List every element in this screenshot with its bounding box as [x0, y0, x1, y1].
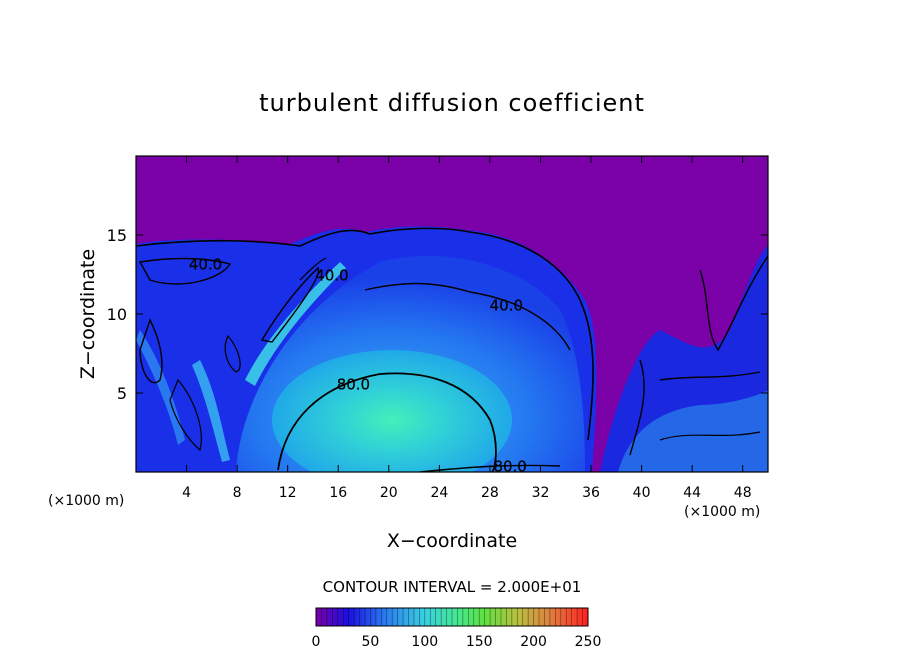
left-streak	[192, 360, 230, 462]
contour-lines	[136, 227, 768, 472]
x-tick-label: 48	[734, 485, 752, 501]
contour-40	[699, 255, 768, 352]
colorbar: 0 50 100 150 200 250	[312, 607, 602, 650]
contour-labels: 40.0 40.0 40.0 80.0 80.0	[189, 255, 527, 476]
plot-area: 40.0 40.0 40.0 80.0 80.0	[136, 156, 768, 476]
contour-40	[136, 227, 594, 441]
contour-interval-text: CONTOUR INTERVAL = 2.000E+01	[323, 578, 582, 596]
x-tick-label: 32	[532, 485, 550, 501]
contour-40	[364, 282, 571, 351]
colorbar-tick-label: 250	[575, 634, 602, 650]
x-tick-label: 28	[481, 485, 499, 501]
x-axis-ticks: 4 8 12 16 20 24 28 32 36 40 44 48	[182, 156, 752, 501]
right-lower-region	[618, 390, 768, 472]
x-tick-label: 16	[329, 485, 347, 501]
x-tick-label: 40	[633, 485, 651, 501]
x-unit-right: (×1000 m)	[684, 504, 760, 520]
contour-40	[138, 257, 232, 285]
contour-40	[224, 334, 241, 373]
contour-40	[659, 431, 761, 441]
y-tick-label: 5	[117, 384, 127, 403]
contour-40	[260, 266, 320, 343]
contour-label: 80.0	[337, 376, 370, 394]
colorbar-ticks: 0 50 100 150 200 250	[312, 634, 602, 650]
contour-80	[277, 372, 497, 472]
x-tick-label: 36	[582, 485, 600, 501]
colorbar-tick-label: 0	[312, 634, 321, 650]
x-axis-label: X−coordinate	[387, 530, 517, 552]
y-tick-label: 10	[107, 305, 127, 324]
y-axis-ticks: 5 10 15	[107, 226, 768, 403]
x-tick-label: 44	[683, 485, 701, 501]
colorbar-tick-label: 100	[411, 634, 438, 650]
contour-40	[299, 257, 327, 281]
contour-label: 40.0	[189, 255, 222, 273]
contour-label: 40.0	[315, 267, 348, 285]
left-streak	[136, 330, 185, 445]
contour-label: 80.0	[493, 458, 526, 476]
colorbar-tick-label: 200	[520, 634, 547, 650]
y-axis-label: Z−coordinate	[77, 249, 99, 379]
core-region	[272, 350, 512, 472]
colorbar-stripes	[315, 608, 589, 626]
contour-40	[169, 378, 202, 452]
x-tick-label: 12	[279, 485, 297, 501]
contour-40	[629, 359, 645, 456]
y-tick-label: 15	[107, 226, 127, 245]
diag-streak	[245, 262, 346, 386]
x-tick-label: 8	[233, 485, 242, 501]
x-tick-label: 4	[182, 485, 191, 501]
x-tick-label: 20	[380, 485, 398, 501]
contour-40	[659, 371, 761, 381]
x-unit-left: (×1000 m)	[48, 493, 124, 509]
x-tick-label: 24	[430, 485, 448, 501]
contour-label: 40.0	[490, 297, 523, 315]
contour-40	[139, 318, 163, 384]
colorbar-tick-label: 150	[466, 634, 493, 650]
chart-title: turbulent diffusion coefficient	[259, 89, 645, 117]
colorbar-tick-label: 50	[361, 634, 379, 650]
